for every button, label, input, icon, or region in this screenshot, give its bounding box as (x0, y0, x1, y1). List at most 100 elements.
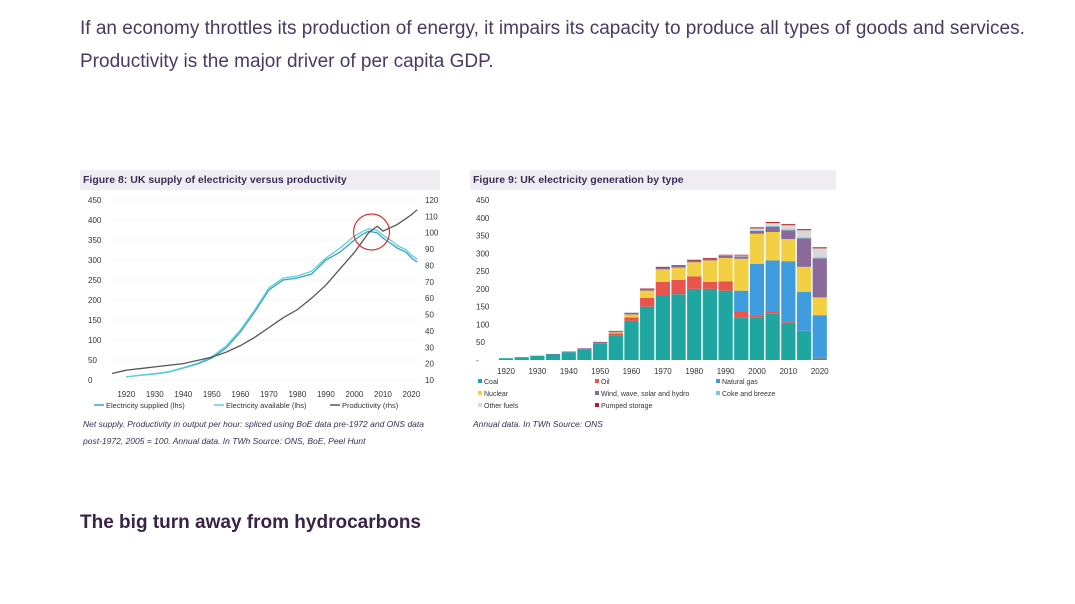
y-tick-label: 400 (476, 214, 490, 223)
bar-segment-0 (592, 344, 608, 360)
bar-segment-4 (749, 230, 765, 234)
figure-9-title: Figure 9: UK electricity generation by t… (470, 170, 836, 190)
bar-segment-0 (640, 306, 655, 360)
figure-8: Figure 8: UK supply of electricity versu… (80, 170, 440, 470)
bar-segment-1 (781, 321, 796, 323)
x-tick-label: 1940 (560, 367, 578, 376)
bar-segment-0 (702, 288, 718, 360)
bar-segment-4 (608, 330, 623, 333)
bar-segment-1 (796, 330, 812, 332)
right-tick-label: 30 (425, 343, 434, 352)
bar-segment-5 (765, 225, 780, 227)
x-tick-label: 1970 (260, 390, 278, 399)
intro-line-2: Productivity is the major driver of per … (80, 51, 494, 72)
right-tick-label: 80 (425, 261, 434, 270)
legend-swatch (478, 379, 482, 383)
y-tick-label: 450 (476, 196, 490, 205)
bar-segment-2 (718, 281, 733, 282)
bar-segment-3 (608, 332, 623, 334)
bar-segment-2 (749, 264, 765, 316)
bar-segment-5 (749, 230, 765, 231)
bar-segment-0 (671, 294, 686, 360)
bar-segment-1 (608, 333, 623, 336)
legend-swatch (595, 391, 599, 395)
left-tick-label: 450 (88, 196, 102, 205)
bar-segment-2 (796, 291, 812, 331)
bar-segment-4 (781, 230, 796, 240)
bar-segment-1 (624, 317, 639, 321)
legend-swatch (595, 403, 599, 407)
legend-label: Natural gas (722, 379, 758, 386)
bar-segment-0 (781, 322, 796, 360)
bar-segment-1 (655, 281, 670, 296)
bar-segment-6 (718, 255, 733, 256)
bar-segment-3 (765, 232, 780, 261)
bar-segment-5 (812, 257, 827, 259)
figure-9-chart: 450 400 350 300 250 200 150 100 50 - 1920 1930 1940 1… (476, 196, 829, 410)
left-tick-label: 150 (88, 316, 102, 325)
bar-segment-7 (749, 227, 765, 229)
bar-segment-4 (561, 351, 576, 353)
legend-label: Pumped storage (601, 403, 652, 410)
legend-label: Electricity available (lhs) (226, 401, 307, 410)
bar-segment-7 (702, 257, 718, 259)
figure-9: Figure 9: UK electricity generation by t… (470, 170, 836, 470)
bar-segment-7 (687, 259, 702, 261)
legend-swatch (595, 379, 599, 383)
bar-segment-4 (592, 341, 608, 344)
bar-segment-4 (734, 256, 749, 259)
legend-swatch (478, 391, 482, 395)
bar-segment-7 (796, 229, 812, 231)
x-tick-label: 1920 (497, 367, 515, 376)
x-tick-label: 1960 (231, 390, 249, 399)
bar-segment-1 (734, 312, 749, 318)
bar-segment-1 (765, 312, 780, 314)
left-tick-label: 300 (88, 256, 102, 265)
bar-segment-3 (655, 269, 670, 282)
y-tick-label: - (476, 356, 479, 365)
bar-segment-1 (687, 276, 702, 289)
bar-segment-4 (624, 312, 639, 315)
x-tick-label: 1930 (528, 367, 546, 376)
bar-segment-0 (498, 358, 514, 360)
bar-segment-7 (734, 254, 749, 256)
bar-segment-0 (687, 288, 702, 360)
x-tick-label: 2000 (748, 367, 766, 376)
legend-label: Nuclear (484, 391, 509, 398)
bar-segment-0 (765, 313, 780, 360)
figure-8-title: Figure 8: UK supply of electricity versu… (80, 170, 440, 190)
bar-segment-1 (702, 281, 718, 289)
bar-segment-6 (749, 228, 765, 231)
bar-segment-6 (812, 248, 827, 258)
bar-segment-7 (812, 247, 827, 249)
legend-swatch (716, 391, 720, 395)
bar-segment-1 (749, 315, 765, 318)
series-line-0 (126, 230, 418, 378)
y-tick-label: 200 (476, 285, 490, 294)
bar-segment-6 (765, 223, 780, 226)
bar-segment-3 (687, 262, 702, 277)
bar-segment-4 (671, 265, 686, 268)
y-tick-label: 250 (476, 267, 490, 276)
highlight-circle (352, 213, 391, 251)
x-tick-label: 1950 (203, 390, 221, 399)
bar-segment-3 (640, 290, 655, 298)
bar-segment-2 (812, 315, 827, 358)
bar-segment-1 (718, 281, 733, 291)
bar-segment-0 (812, 358, 827, 360)
bar-segment-0 (655, 296, 670, 360)
y-tick-label: 350 (476, 232, 490, 241)
legend-label: Productivity (rhs) (342, 401, 399, 410)
left-tick-label: 400 (88, 216, 102, 225)
x-tick-label: 2010 (779, 367, 797, 376)
bar-segment-0 (577, 349, 592, 360)
x-tick-label: 1980 (685, 367, 703, 376)
left-tick-label: 250 (88, 276, 102, 285)
right-tick-label: 70 (425, 278, 434, 287)
x-tick-label: 2020 (403, 390, 421, 399)
right-tick-label: 40 (425, 327, 434, 336)
bar-segment-0 (734, 317, 749, 360)
bar-segment-4 (577, 348, 592, 350)
bar-segment-4 (702, 258, 718, 261)
right-tick-label: 50 (425, 311, 434, 320)
